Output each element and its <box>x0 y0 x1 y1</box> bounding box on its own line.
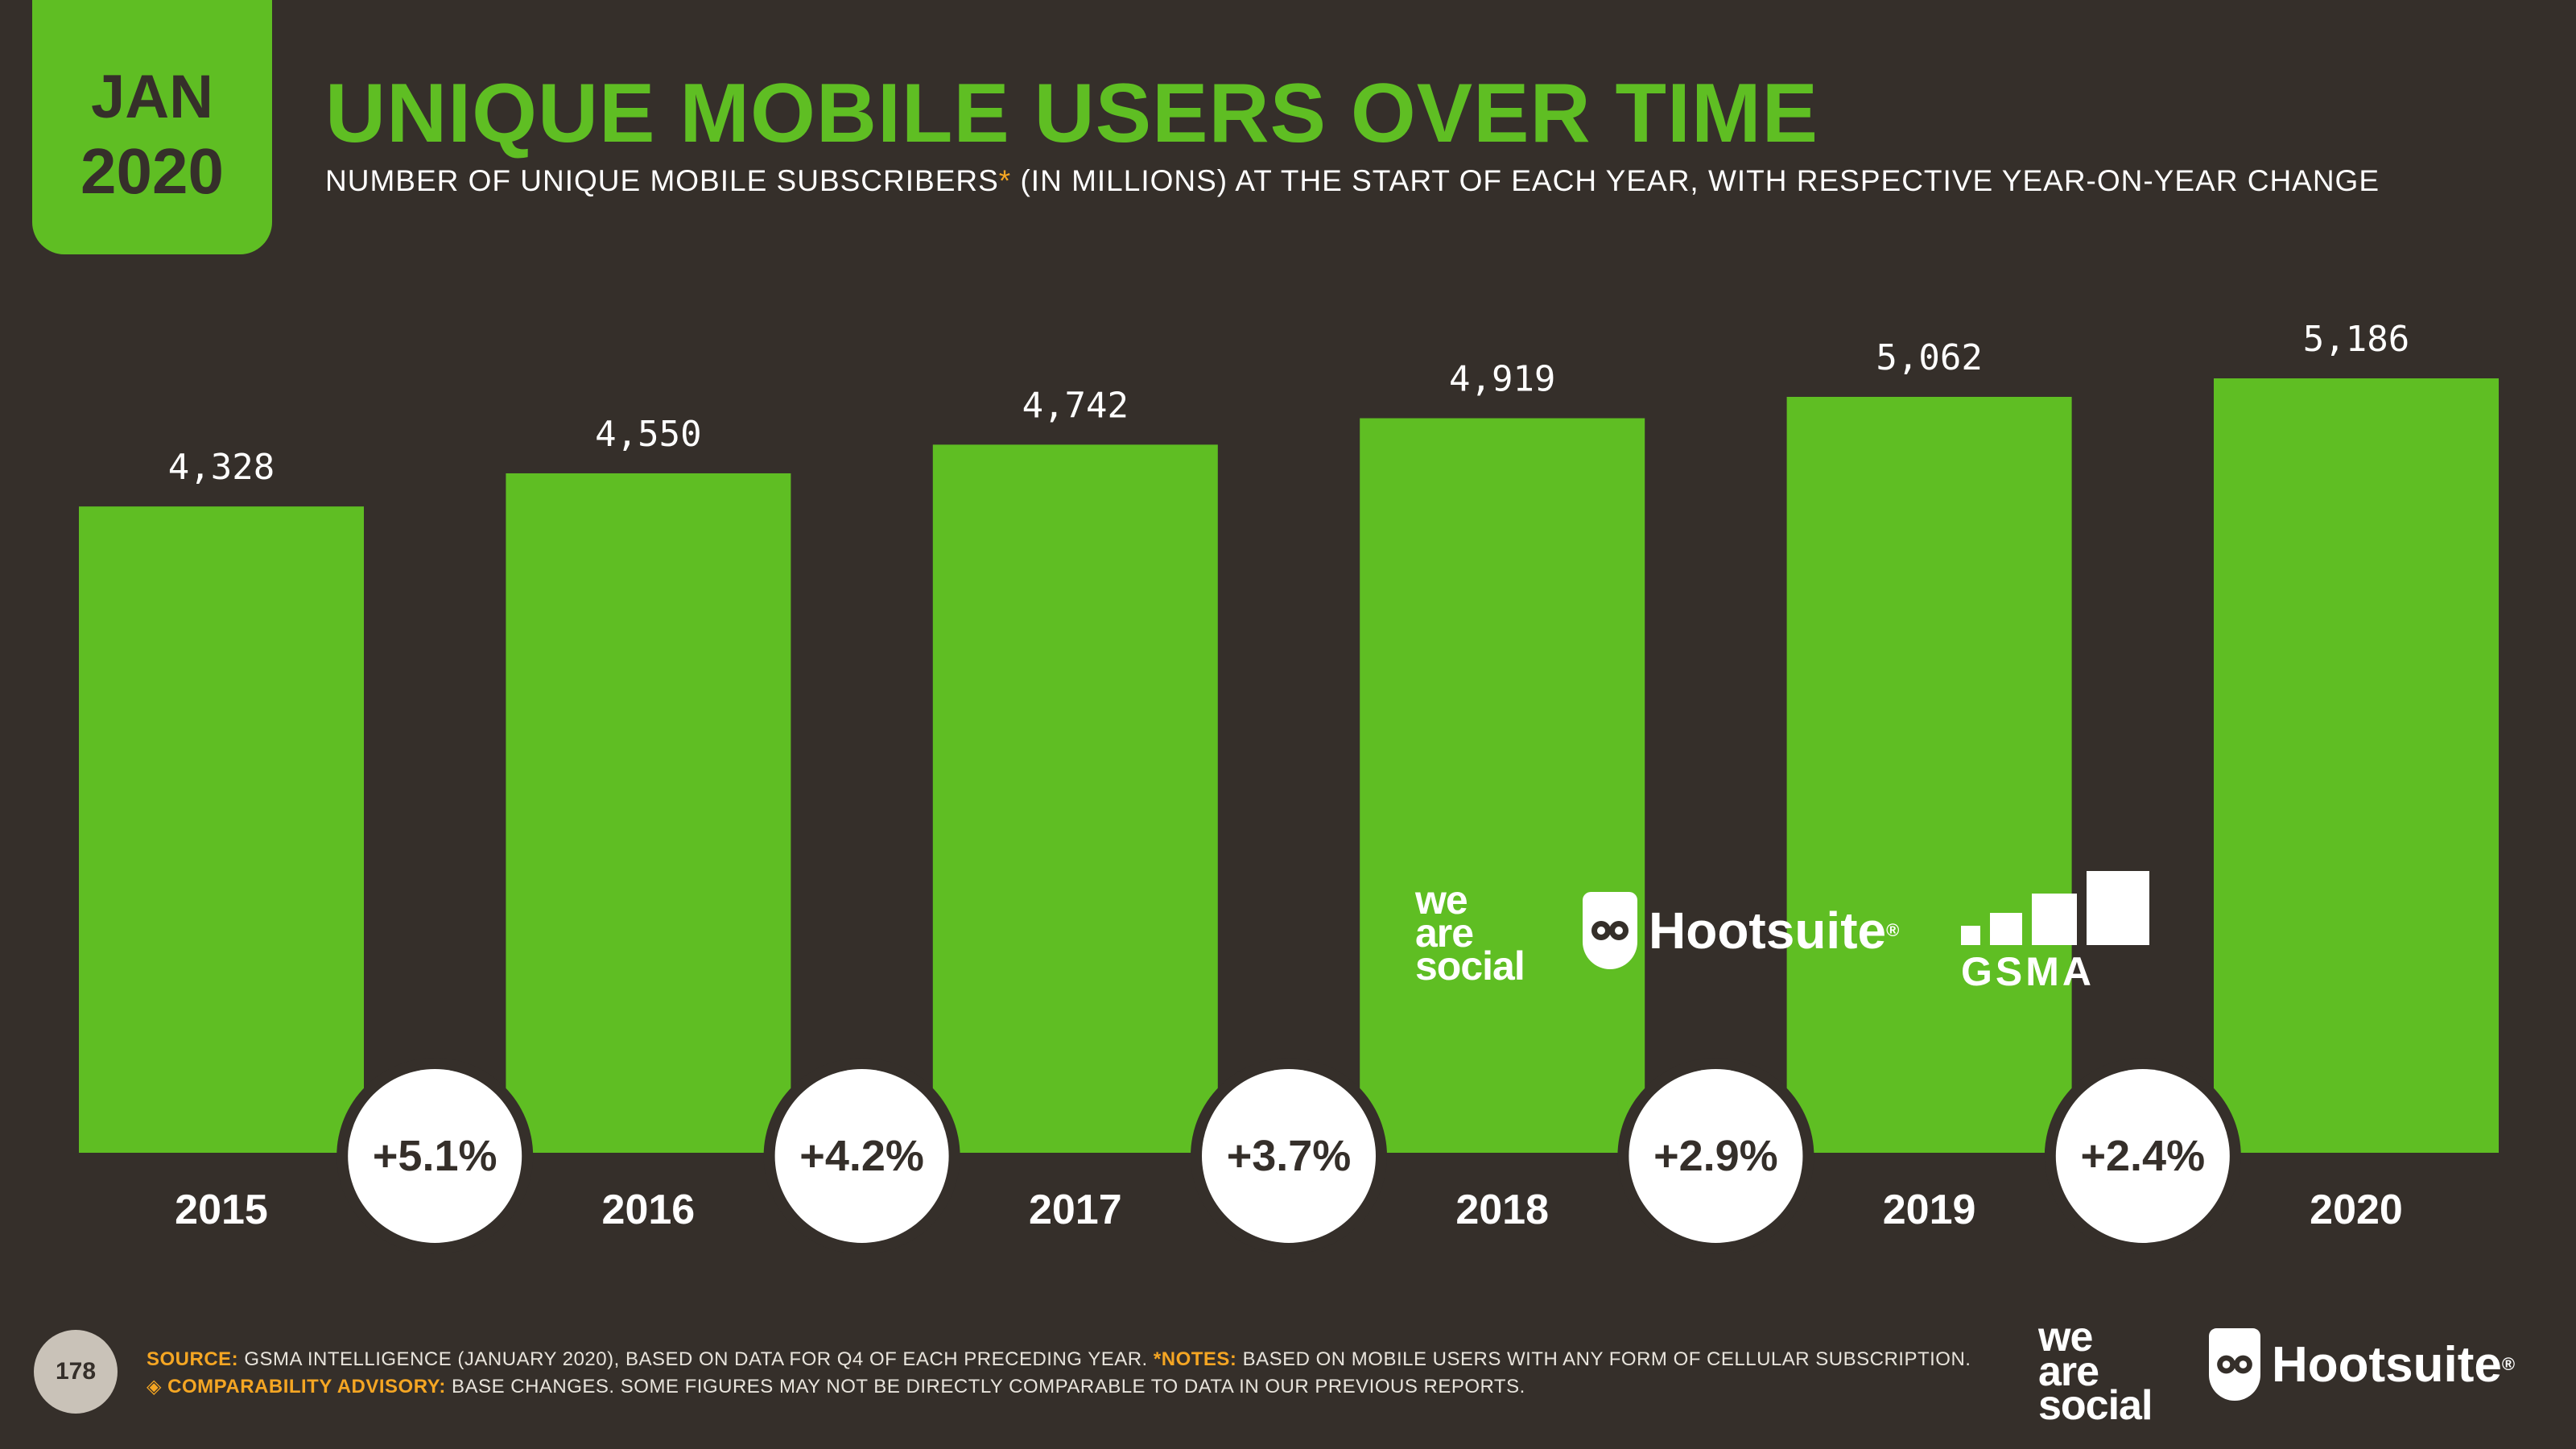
footer-logo-word-social: social <box>2038 1382 2153 1430</box>
hootsuite-logo: Hootsuite ® <box>1583 892 1899 969</box>
gsma-wordmark: GSMA <box>1961 949 2095 994</box>
data-label-2018: 4,919 <box>1449 359 1555 400</box>
x-tick-label-2019: 2019 <box>1883 1187 1976 1233</box>
date-badge: JAN 2020 <box>32 0 272 254</box>
yoy-circle <box>774 1069 949 1243</box>
yoy-change-label: +4.2% <box>799 1132 924 1180</box>
yoy-change-label: +2.4% <box>2080 1132 2205 1180</box>
x-tick-label-2016: 2016 <box>602 1187 696 1233</box>
yoy-circle <box>1202 1069 1376 1243</box>
x-tick-label-2020: 2020 <box>2310 1187 2403 1233</box>
footer-we-are-social-logo: we are social <box>2038 1314 2153 1430</box>
bar-2018 <box>1360 418 1645 1153</box>
x-tick-label-2017: 2017 <box>1029 1187 1122 1233</box>
date-badge-year: 2020 <box>80 135 224 207</box>
subtitle-text: NUMBER OF UNIQUE MOBILE SUBSCRIBERS <box>325 164 999 197</box>
x-tick-label-2018: 2018 <box>1455 1187 1549 1233</box>
bar-2019 <box>1786 397 2072 1153</box>
page-number: 178 <box>34 1330 118 1414</box>
yoy-circle <box>1629 1069 1803 1243</box>
footer-owl-eyes-icon <box>2217 1355 2252 1374</box>
advisory-label: COMPARABILITY ADVISORY: <box>167 1376 446 1397</box>
footer-hootsuite-logo: Hootsuite ® <box>2209 1328 2515 1401</box>
registered-mark: ® <box>1886 920 1900 940</box>
gsma-bars-icon <box>1961 871 2149 945</box>
footer-logo-word-are: are <box>2038 1348 2099 1395</box>
footer-hootsuite-wordmark: Hootsuite <box>2272 1336 2502 1393</box>
x-tick-label-2015: 2015 <box>175 1187 268 1233</box>
data-label-2016: 4,550 <box>595 414 701 455</box>
data-label-2017: 4,742 <box>1022 385 1129 426</box>
hootsuite-wordmark: Hootsuite <box>1649 902 1887 960</box>
gsma-logo: GSMA <box>1961 871 2149 995</box>
yoy-circle <box>2055 1069 2230 1243</box>
page-title: UNIQUE MOBILE USERS OVER TIME <box>325 67 1818 160</box>
bar-2020 <box>2214 378 2499 1153</box>
logo-word-we: we <box>1415 877 1468 923</box>
bar-2016 <box>506 473 791 1153</box>
bar-2017 <box>932 444 1218 1153</box>
page-subtitle: NUMBER OF UNIQUE MOBILE SUBSCRIBERS* (IN… <box>325 164 2380 198</box>
bar-2015 <box>79 506 364 1153</box>
logo-word-are: are <box>1415 910 1474 956</box>
footer-owl-icon <box>2209 1328 2260 1401</box>
logo-word-social: social <box>1415 943 1525 989</box>
owl-icon <box>1583 892 1637 969</box>
notes-label: *NOTES: <box>1153 1348 1237 1370</box>
subtitle-text-rest: (IN MILLIONS) AT THE START OF EACH YEAR,… <box>1011 164 2380 197</box>
advisory-text: BASE CHANGES. SOME FIGURES MAY NOT BE DI… <box>445 1376 1525 1397</box>
source-text: GSMA INTELLIGENCE (JANUARY 2020), BASED … <box>238 1348 1154 1370</box>
notes-text: BASED ON MOBILE USERS WITH ANY FORM OF C… <box>1236 1348 1971 1370</box>
footer-registered-mark: ® <box>2501 1354 2516 1374</box>
yoy-change-label: +5.1% <box>373 1132 497 1180</box>
yoy-change-label: +2.9% <box>1653 1132 1778 1180</box>
footer-notes: SOURCE: GSMA INTELLIGENCE (JANUARY 2020)… <box>147 1346 1971 1401</box>
owl-eyes-icon <box>1591 921 1629 940</box>
we-are-social-logo: we are social <box>1415 877 1525 989</box>
data-label-2015: 4,328 <box>168 447 275 488</box>
subtitle-asterisk: * <box>998 164 1012 197</box>
date-badge-month: JAN <box>90 63 214 131</box>
advisory-icon: ◈ <box>147 1376 162 1397</box>
data-label-2020: 5,186 <box>2303 319 2409 360</box>
data-label-2019: 5,062 <box>1876 337 1982 378</box>
footer-logo-word-we: we <box>2038 1314 2093 1360</box>
yoy-change-label: +3.7% <box>1227 1132 1352 1180</box>
yoy-circle <box>348 1069 522 1243</box>
source-label: SOURCE: <box>147 1348 239 1370</box>
